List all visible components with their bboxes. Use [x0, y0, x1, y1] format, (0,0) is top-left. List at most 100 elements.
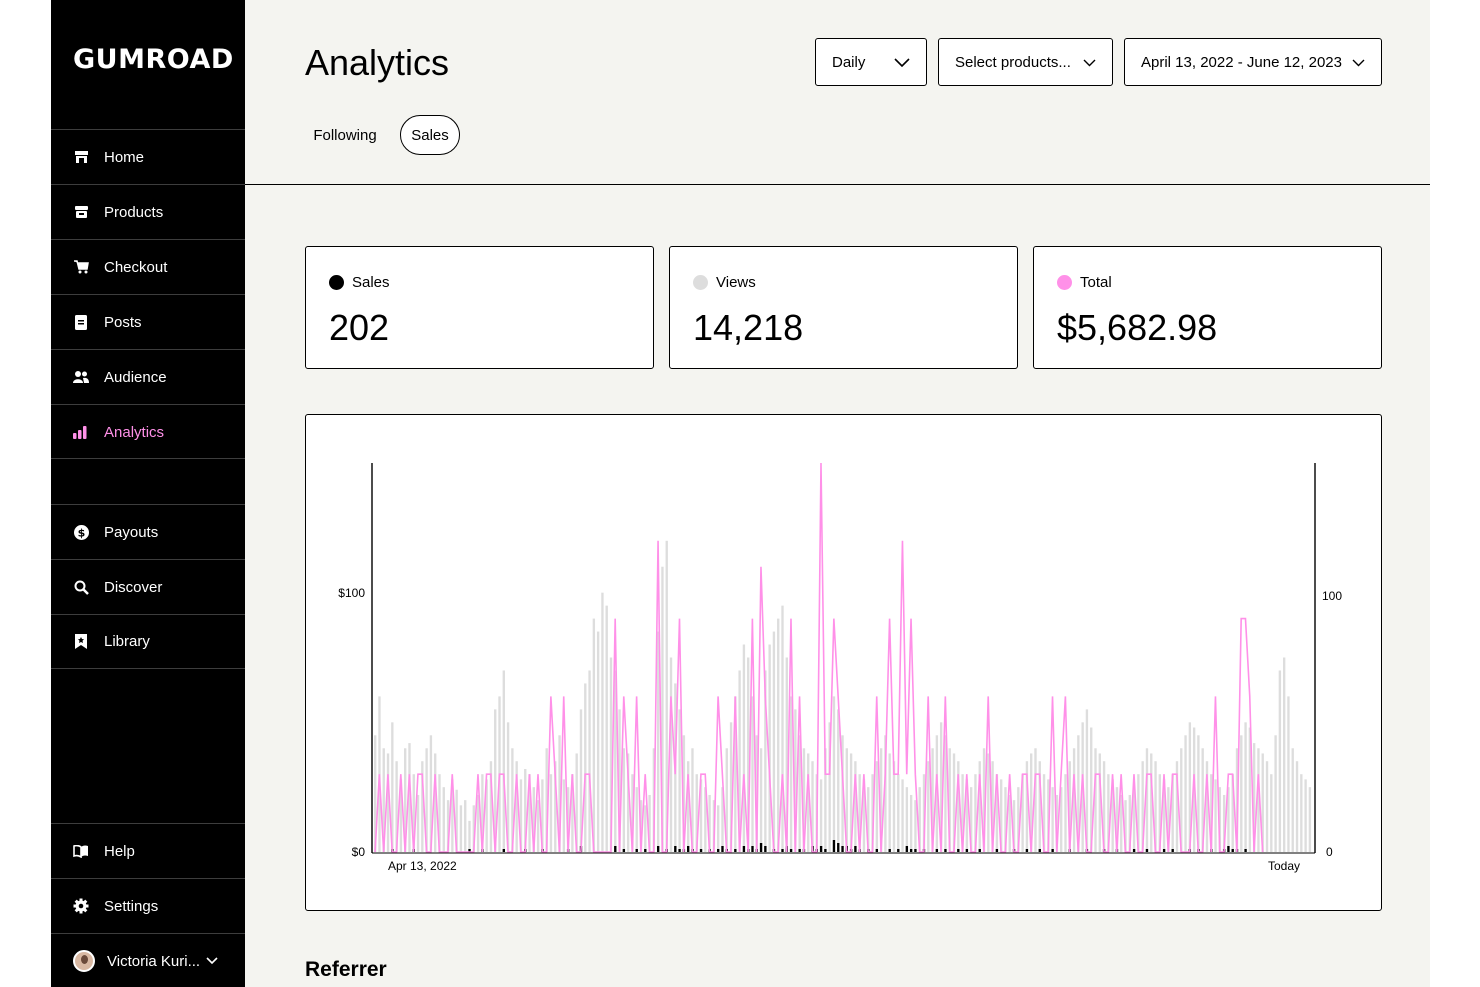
cart-icon: [73, 259, 89, 275]
views-bar: [558, 735, 561, 852]
sales-bar: [635, 849, 638, 852]
stat-label: Sales: [329, 274, 390, 291]
user-menu[interactable]: Victoria Kuri...: [51, 933, 245, 987]
views-bar: [909, 794, 913, 852]
views-bar: [549, 774, 553, 852]
views-bar: [635, 787, 638, 852]
views-bar: [845, 748, 848, 852]
sidebar-item-discover[interactable]: Discover: [51, 559, 245, 614]
views-bar: [661, 566, 664, 852]
views-bar: [807, 753, 810, 852]
sales-bar: [897, 849, 900, 852]
views-bar: [721, 787, 724, 852]
sales-bar: [717, 849, 720, 852]
views-bar: [1137, 774, 1140, 852]
views-bar: [897, 774, 900, 852]
sidebar-item-products[interactable]: Products: [51, 184, 245, 239]
sales-legend-dot: [329, 275, 344, 290]
views-bar: [566, 787, 570, 852]
views-bar: [648, 794, 651, 852]
views-bar: [944, 735, 947, 852]
date-range-value: April 13, 2022 - June 12, 2023: [1141, 53, 1342, 71]
chevron-down-icon: [894, 54, 910, 71]
chevron-down-icon: [206, 957, 218, 965]
stat-card-sales: Sales 202: [305, 246, 654, 369]
views-bar: [927, 761, 930, 852]
sidebar-item-analytics[interactable]: Analytics: [51, 404, 245, 459]
views-bar: [1287, 696, 1290, 852]
views-bar: [1000, 779, 1003, 852]
views-bar: [832, 696, 836, 852]
sidebar-item-label: Payouts: [104, 523, 159, 541]
sales-bar: [909, 849, 913, 852]
views-bar: [802, 748, 806, 852]
sales-bar: [1162, 849, 1166, 852]
views-bar: [1295, 761, 1299, 852]
views-bar: [837, 709, 840, 852]
sales-chart[interactable]: $100 $0 100 0 Apr 13, 2022 Today: [305, 414, 1382, 911]
views-bar: [777, 618, 780, 852]
sales-bar: [622, 849, 626, 852]
views-bar: [717, 805, 720, 852]
views-bar: [738, 670, 741, 852]
stat-value: $5,682.98: [1057, 307, 1218, 348]
products-dropdown-value: Select products...: [955, 53, 1071, 71]
sales-bar: [819, 846, 823, 852]
views-bar: [939, 722, 943, 852]
date-range-dropdown[interactable]: April 13, 2022 - June 12, 2023: [1124, 38, 1382, 86]
referrer-section-title: Referrer: [305, 958, 387, 981]
gumroad-logo[interactable]: GUMROAD: [73, 44, 234, 75]
sales-bar: [944, 849, 947, 852]
views-bar: [515, 761, 518, 852]
sales-bar: [824, 849, 827, 852]
views-bar: [601, 592, 604, 852]
sales-bar: [1227, 846, 1230, 852]
views-bar: [991, 761, 994, 852]
views-bar: [468, 820, 471, 852]
views-bar: [811, 761, 814, 852]
stat-value: 202: [329, 307, 390, 348]
views-bar: [391, 722, 394, 852]
views-bar: [987, 753, 990, 852]
sales-bar: [687, 846, 690, 852]
period-dropdown[interactable]: Daily: [815, 38, 927, 86]
sidebar-item-home[interactable]: Home: [51, 129, 245, 184]
sales-bar: [854, 846, 857, 852]
sidebar-item-label: Analytics: [104, 423, 165, 441]
bookmark-icon: [73, 634, 89, 650]
views-bar: [1128, 794, 1131, 852]
views-bar: [1244, 722, 1247, 852]
views-bar: [1115, 787, 1119, 852]
sidebar-item-library[interactable]: Library: [51, 614, 245, 669]
home-icon: [73, 149, 89, 165]
tab-sales[interactable]: Sales: [400, 115, 460, 155]
tab-following[interactable]: Following: [313, 126, 377, 144]
sales-bar: [502, 849, 505, 852]
views-bar: [455, 789, 458, 852]
views-bar: [1222, 794, 1226, 852]
sales-bar: [914, 849, 917, 852]
sidebar-item-label: Checkout: [104, 258, 168, 276]
sidebar-item-payouts[interactable]: $ Payouts: [51, 504, 245, 559]
views-bar: [858, 774, 861, 852]
views-bar: [386, 753, 390, 852]
header-divider: [245, 184, 1430, 185]
sidebar-item-help[interactable]: Help: [51, 823, 245, 878]
views-bar: [1175, 761, 1179, 852]
views-bar: [1060, 787, 1063, 852]
views-bar: [849, 753, 853, 852]
views-bar: [1120, 794, 1123, 852]
sidebar-item-checkout[interactable]: Checkout: [51, 239, 245, 294]
products-dropdown[interactable]: Select products...: [938, 38, 1113, 86]
sidebar-item-audience[interactable]: Audience: [51, 349, 245, 404]
sidebar-item-posts[interactable]: Posts: [51, 294, 245, 349]
sales-bar: [995, 849, 999, 852]
views-bar: [785, 657, 788, 852]
views-bar: [1214, 779, 1217, 852]
stat-label-text: Sales: [352, 274, 390, 291]
stat-label-text: Total: [1080, 274, 1112, 291]
views-bar: [609, 657, 613, 852]
sidebar-item-settings[interactable]: Settings: [51, 878, 245, 933]
views-bar: [961, 774, 964, 852]
views-bar: [1072, 748, 1076, 852]
